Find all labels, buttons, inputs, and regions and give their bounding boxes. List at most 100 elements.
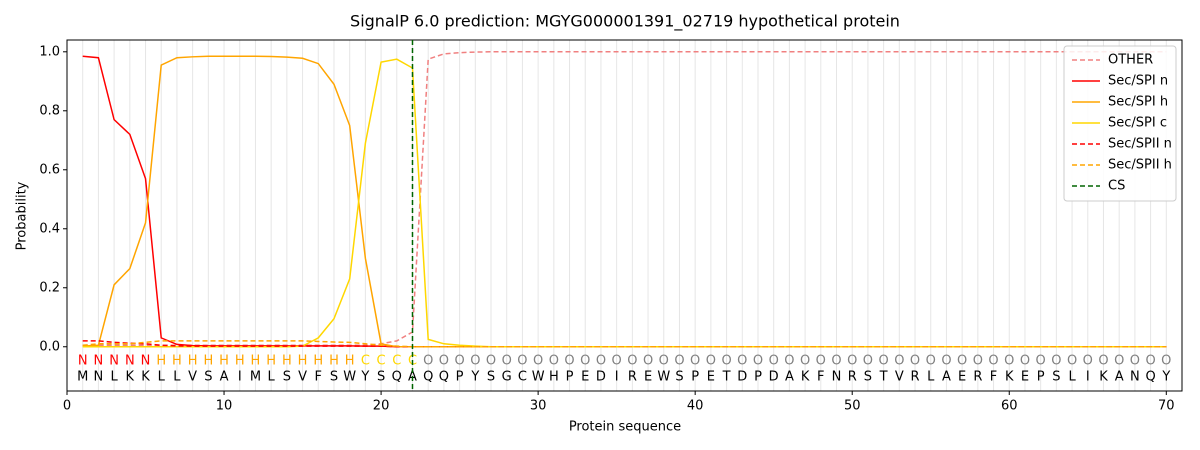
annotation-letter: O xyxy=(1114,354,1124,369)
sequence-letter: E xyxy=(1021,370,1029,385)
sequence-letter: E xyxy=(958,370,966,385)
sequence-letter: T xyxy=(879,370,888,385)
annotation-letter: O xyxy=(470,354,480,369)
annotation-letter: N xyxy=(94,354,104,369)
sequence-letter: L xyxy=(927,370,935,385)
series-line xyxy=(82,58,1167,348)
x-tick-label: 60 xyxy=(1001,399,1018,414)
chart-title: SignalP 6.0 prediction: MGYG000001391_02… xyxy=(350,12,900,32)
legend-box xyxy=(1063,45,1177,202)
annotation-letter: O xyxy=(1004,354,1014,369)
x-tick-label: 10 xyxy=(216,399,233,414)
sequence-letter: D xyxy=(769,370,779,385)
legend-label: Sec/SPI c xyxy=(1108,116,1167,131)
annotation-letter: H xyxy=(329,354,339,369)
annotation-letter: O xyxy=(863,354,873,369)
sequence-letter: W xyxy=(532,370,545,385)
sequence-letter: T xyxy=(722,370,731,385)
plot-frame xyxy=(66,39,1183,392)
annotation-letter: H xyxy=(345,354,355,369)
sequence-letter: W xyxy=(657,370,670,385)
sequence-letter: A xyxy=(942,370,951,385)
annotation-letter: O xyxy=(879,354,889,369)
annotation-letter: O xyxy=(502,354,512,369)
sequence-letter: L xyxy=(158,370,166,385)
sequence-letter: R xyxy=(973,370,982,385)
sequence-letter: R xyxy=(848,370,857,385)
annotation-letter: O xyxy=(800,354,810,369)
annotation-letter: O xyxy=(517,354,527,369)
sequence-letter: L xyxy=(268,370,276,385)
sequence-letter: K xyxy=(141,370,150,385)
sequence-letter: P xyxy=(456,370,464,385)
annotation-letter: N xyxy=(125,354,135,369)
sequence-letter: P xyxy=(754,370,762,385)
annotation-letter: O xyxy=(706,354,716,369)
sequence-letter: Q xyxy=(392,370,402,385)
x-tick-label: 20 xyxy=(373,399,390,414)
annotation-letter: O xyxy=(596,354,606,369)
sequence-letter: R xyxy=(911,370,920,385)
annotation-letter: O xyxy=(737,354,747,369)
annotation-letter: H xyxy=(188,354,198,369)
annotation-letter: O xyxy=(769,354,779,369)
annotation-letter: H xyxy=(282,354,292,369)
annotation-letter: O xyxy=(690,354,700,369)
sequence-letter: M xyxy=(77,370,88,385)
annotation-letter: O xyxy=(1067,354,1077,369)
sequence-letter: Y xyxy=(1161,370,1170,385)
annotation-letter: O xyxy=(549,354,559,369)
series-line xyxy=(82,55,1167,348)
annotation-letter: H xyxy=(203,354,213,369)
annotation-letter: C xyxy=(377,354,386,369)
sequence-letter: S xyxy=(675,370,683,385)
annotation-letter: H xyxy=(156,354,166,369)
series-line xyxy=(82,51,1167,347)
sequence-letter: P xyxy=(1037,370,1045,385)
sequence-letter: D xyxy=(596,370,606,385)
sequence-letter: Q xyxy=(1145,370,1155,385)
sequence-letter: I xyxy=(238,370,242,385)
annotation-letter: O xyxy=(1130,354,1140,369)
sequence-letter: S xyxy=(1052,370,1060,385)
annotation-letter: O xyxy=(533,354,543,369)
sequence-letter: N xyxy=(832,370,842,385)
x-tick-label: 50 xyxy=(844,399,861,414)
sequence-letter: K xyxy=(1005,370,1014,385)
sequence-letter: V xyxy=(298,370,307,385)
annotation-letter: H xyxy=(313,354,323,369)
annotation-letter: O xyxy=(1051,354,1061,369)
sequence-letter: N xyxy=(94,370,104,385)
series-line xyxy=(82,340,1167,348)
legend-label: Sec/SPI n xyxy=(1108,74,1168,89)
sequence-letter: S xyxy=(330,370,338,385)
annotation-letter: C xyxy=(361,354,370,369)
sequence-letter: N xyxy=(1130,370,1140,385)
annotation-letter: O xyxy=(847,354,857,369)
annotation-letter: N xyxy=(141,354,151,369)
annotation-letter: O xyxy=(910,354,920,369)
annotation-letter: O xyxy=(643,354,653,369)
annotation-letter: O xyxy=(627,354,637,369)
x-tick-label: 0 xyxy=(63,399,71,414)
annotation-letter: C xyxy=(392,354,401,369)
annotation-letter: H xyxy=(219,354,229,369)
x-tick-label: 30 xyxy=(530,399,547,414)
y-tick-label: 0.2 xyxy=(39,280,60,295)
annotation-letter: O xyxy=(674,354,684,369)
sequence-letter: A xyxy=(785,370,794,385)
annotation-letter: O xyxy=(1020,354,1030,369)
x-tick-label: 40 xyxy=(687,399,704,414)
sequence-letter: Q xyxy=(439,370,449,385)
legend-label: OTHER xyxy=(1108,53,1153,68)
sequence-letter: S xyxy=(864,370,872,385)
annotation-letter: O xyxy=(1083,354,1093,369)
annotation-letter: O xyxy=(988,354,998,369)
sequence-letter: E xyxy=(644,370,652,385)
sequence-letter: E xyxy=(581,370,589,385)
sequence-letter: S xyxy=(487,370,495,385)
sequence-letter: P xyxy=(691,370,699,385)
annotation-letter: O xyxy=(1098,354,1108,369)
annotation-letter: O xyxy=(454,354,464,369)
